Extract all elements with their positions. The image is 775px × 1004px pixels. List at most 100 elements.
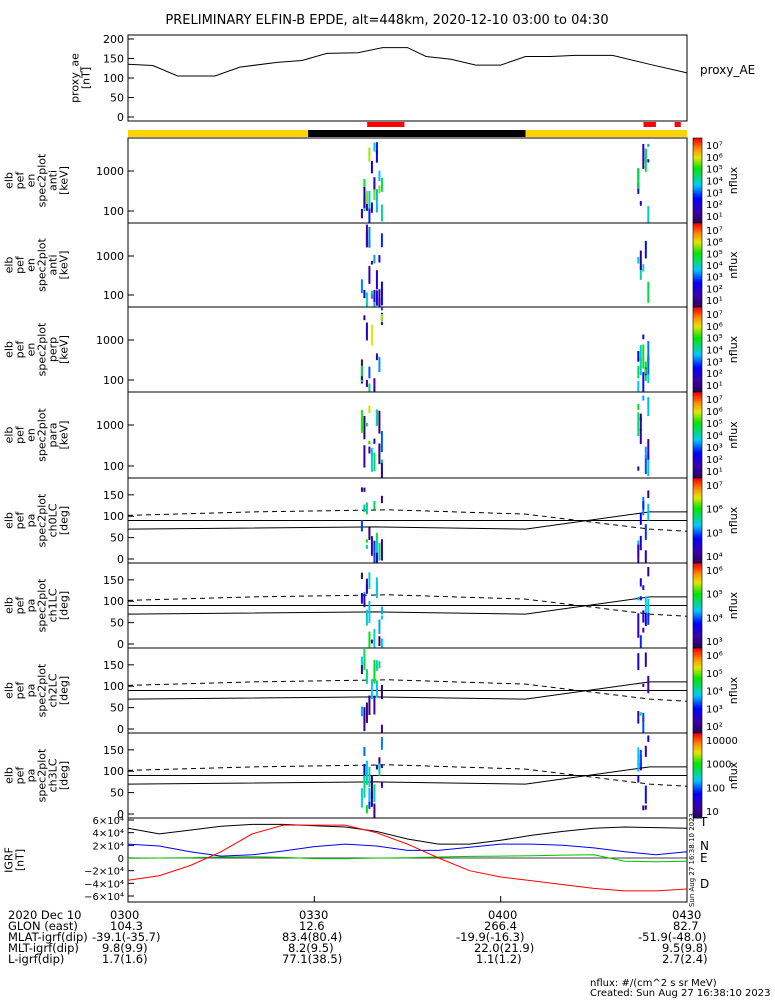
- spec-colorbar-2-seg: [693, 377, 702, 381]
- pa-colorbar-3-seg: [693, 786, 702, 789]
- pa-colorbar-0-seg: [693, 524, 702, 527]
- pa-colorbar-2-seg: [693, 662, 702, 665]
- pa-burst-b: [642, 712, 645, 722]
- igrf-ylabel-line-1: [nT]: [14, 849, 27, 871]
- spec-colorbar-2-seg: [693, 353, 702, 356]
- pa-burst-b: [642, 500, 645, 510]
- pa-colorbar-1-seg: [693, 603, 702, 606]
- spec-colorbar-2-seg: [693, 388, 702, 391]
- igrf-label-D: D: [700, 877, 709, 891]
- pa-burst-a: [373, 791, 376, 803]
- pa-colorbar-1-seg: [693, 607, 702, 610]
- pa-colorbar-0-seg: [693, 497, 702, 500]
- pa-colorbar-1-seg: [693, 642, 702, 645]
- spec-colorbar-3-seg: [693, 460, 702, 463]
- spec-colorbar-0-seg: [693, 210, 702, 213]
- anti-loss-cone-line: [127, 764, 688, 787]
- ae-ytick-label: 200: [103, 33, 124, 46]
- spec-colorbar-3-seg: [693, 438, 702, 441]
- spec-colorbar-3-seg: [693, 411, 702, 414]
- pa-colorbar-0-seg: [693, 481, 702, 484]
- created-side-note: Sun Aug 27 16:38:10 2023: [688, 813, 696, 907]
- spec-colorbar-3-seg: [693, 418, 702, 422]
- spec-burst-a: [360, 208, 363, 219]
- spec-burst-a: [378, 170, 381, 181]
- spec-colorbar-1-seg: [693, 252, 702, 255]
- pa-colorbar-2-seg: [693, 711, 702, 715]
- spec-colorbar-3-seg: [693, 395, 702, 398]
- spec-colorbar-3-seg: [693, 474, 702, 477]
- pa-colorbar-1-tick: 10³: [706, 637, 723, 648]
- pa-colorbar-3-seg: [693, 740, 702, 743]
- ae-legend: proxy_AE: [700, 63, 755, 77]
- spec-burst-a: [360, 376, 363, 380]
- spec-colorbar-2-seg: [693, 317, 702, 320]
- spec-burst-a: [370, 447, 373, 472]
- pa-colorbar-0-seg: [693, 543, 702, 546]
- spec-burst-b: [642, 372, 645, 392]
- anti-loss-cone-line: [127, 594, 688, 617]
- spec-colorbar-3-tick: 10⁵: [706, 419, 723, 430]
- pa-colorbar-2-seg: [693, 695, 702, 699]
- pa-colorbar-2-seg: [693, 697, 702, 700]
- pa-colorbar-0-seg: [693, 504, 702, 507]
- spec-colorbar-1-seg: [693, 233, 702, 236]
- spec-colorbar-0-seg: [693, 187, 702, 190]
- spec-colorbar-2-seg: [693, 312, 702, 315]
- pa-colorbar-3-seg: [693, 747, 702, 750]
- pa-colorbar-3-seg: [693, 745, 702, 748]
- spec-burst-a: [368, 226, 371, 247]
- pa-colorbar-0-seg: [693, 501, 702, 504]
- pa-ytick-label: 150: [103, 574, 124, 587]
- spec-colorbar-2-seg: [693, 342, 702, 345]
- pa-burst-a: [360, 519, 363, 532]
- spec-colorbar-3-seg: [693, 445, 702, 449]
- spec-panel-frame-1: [127, 222, 688, 308]
- spec-colorbar-1-seg: [693, 270, 702, 273]
- spec-burst-b: [647, 355, 650, 375]
- spec-burst-a: [380, 177, 383, 192]
- pa-burst-a: [368, 787, 371, 804]
- spec-ylabel-0-line-0: elb: [3, 172, 16, 189]
- spec-ylabel-1-line-4: anti: [47, 254, 60, 275]
- spec-burst-a: [368, 265, 371, 284]
- pa-colorbar-2-seg: [693, 678, 702, 681]
- igrf-ylabel-line-0: IGRF: [3, 847, 16, 873]
- spec-colorbar-1-seg: [693, 249, 702, 252]
- pa-colorbar-0-tick: 10⁵: [706, 528, 723, 539]
- pa-burst-a: [363, 746, 366, 756]
- pa-ytick-label: 100: [103, 680, 124, 693]
- ae-ylabel-line-0: proxy_ae: [69, 53, 82, 103]
- loss-cone-line: [127, 766, 687, 785]
- pa-colorbar-0-tick: 10⁷: [706, 481, 723, 492]
- pa-colorbar-1-tick: 10⁵: [706, 590, 723, 601]
- spec-colorbar-3-seg: [693, 469, 702, 472]
- spec-colorbar-0-seg: [693, 171, 702, 174]
- loss-cone-line: [127, 681, 687, 700]
- spec-colorbar-1-seg: [693, 263, 702, 266]
- pa-colorbar-2-seg: [693, 676, 702, 679]
- pa-colorbar-2-seg: [693, 660, 702, 663]
- spec-ytick-label: 1000: [96, 334, 124, 347]
- pa-ylabel-2-line-3: spec2plot: [36, 663, 49, 717]
- spec-colorbar-0-seg: [693, 176, 702, 180]
- spec-colorbar-3-seg: [693, 422, 702, 425]
- glon-0400: 266.4: [484, 919, 517, 933]
- spec-colorbar-3-tick: 10⁷: [706, 395, 723, 406]
- pa-colorbar-2-seg: [693, 655, 702, 658]
- pa-burst-a: [373, 501, 376, 510]
- pa-burst-b: [639, 712, 642, 716]
- pa-burst-b: [642, 627, 645, 633]
- spec-ylabel-2-line-4: perp: [47, 337, 60, 362]
- spec-colorbar-0-seg: [693, 141, 702, 144]
- spec-colorbar-1-seg: [693, 273, 702, 276]
- spec-colorbar-0-tick: 10⁴: [706, 177, 723, 188]
- pa-colorbar-2-seg: [693, 706, 702, 709]
- pa-ylabel-3-line-3: spec2plot: [36, 748, 49, 802]
- spec-burst-b: [639, 265, 642, 280]
- pa-ylabel-1-line-2: pa: [25, 599, 38, 613]
- igrf-ytick-label: 2×10⁴: [93, 841, 124, 852]
- spec-colorbar-0-tick: 10⁶: [706, 153, 723, 164]
- pa-colorbar-3-seg: [693, 777, 702, 780]
- pa-colorbar-3-frame: [692, 732, 703, 819]
